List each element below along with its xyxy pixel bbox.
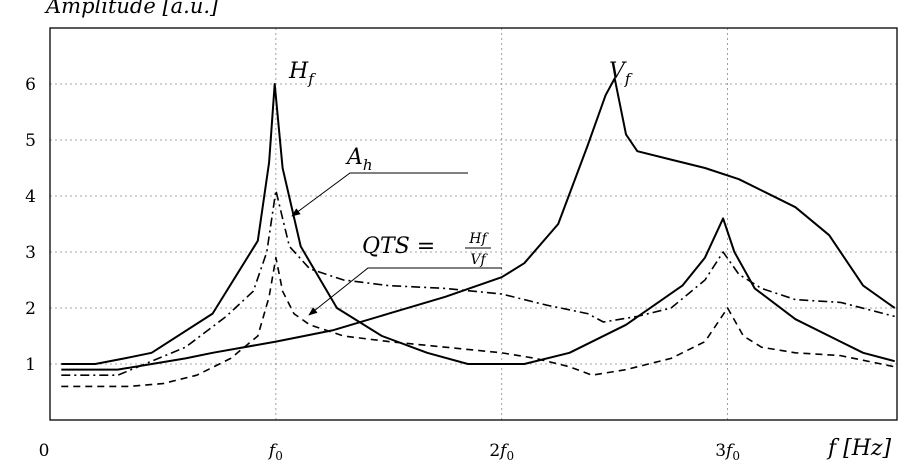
annotation-ah: Ah <box>345 145 373 174</box>
x-axis-label: f [Hz] <box>826 436 891 461</box>
y-axis-label: Amplitude [a.u.] <box>44 0 219 18</box>
qts-label: QTS = <box>362 234 435 259</box>
x-tick-label: f0 <box>267 441 283 463</box>
qts-denominator: Vf <box>470 252 488 268</box>
annotation-vf: Vf <box>609 59 633 88</box>
y-tick-label: 3 <box>25 243 36 263</box>
ah-callout-arrow <box>291 172 468 217</box>
y-tick-label: 4 <box>25 187 36 207</box>
annotation-qts: QTS = Hf Vf <box>362 231 491 268</box>
x-tick-labels: 0 f0 2f0 3f0 <box>39 441 740 463</box>
series-line-ah <box>61 189 895 376</box>
y-tick-labels: 1 2 3 4 5 6 <box>25 75 36 375</box>
y-tick-label: 5 <box>25 131 36 151</box>
callout-arrows <box>291 172 502 316</box>
x-tick-label: 3f0 <box>715 441 740 463</box>
grid-lines <box>50 28 897 420</box>
y-tick-label: 6 <box>25 75 36 95</box>
x-tick-label: 0 <box>39 441 50 461</box>
y-tick-label: 1 <box>25 355 36 375</box>
series-line-hf <box>61 83 895 365</box>
qts-callout-arrow <box>308 267 502 316</box>
series-line-qts <box>61 256 895 388</box>
y-tick-label: 2 <box>25 299 36 319</box>
series-line-vf <box>61 77 896 371</box>
x-tick-label: 2f0 <box>489 441 514 463</box>
annotation-hf: Hf <box>288 59 316 88</box>
qts-numerator: Hf <box>468 231 489 247</box>
plot-frame <box>49 27 898 421</box>
series-lines <box>61 77 896 388</box>
